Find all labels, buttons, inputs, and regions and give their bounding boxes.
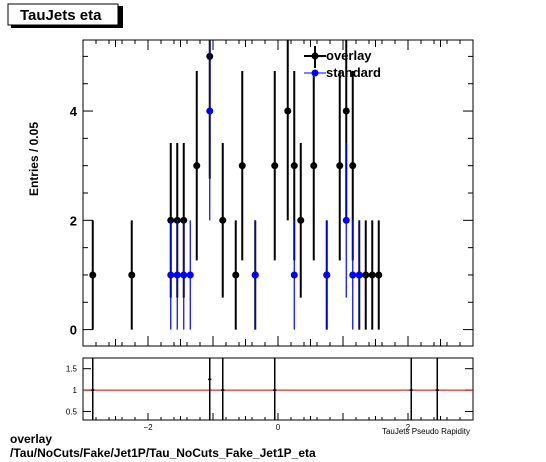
footer-title: overlay <box>10 432 53 446</box>
data-point-overlay <box>89 220 97 330</box>
ratio-x-tick-label: −2 <box>143 423 153 432</box>
data-point-overlay <box>310 71 318 261</box>
data-point-overlay <box>238 71 246 261</box>
data-point-overlay <box>336 71 344 261</box>
data-point-standard <box>180 220 188 330</box>
chart-title: TauJets eta <box>20 7 102 24</box>
ratio-point <box>435 358 439 420</box>
ratio-point <box>208 358 212 420</box>
y-tick-label: 4 <box>70 104 78 119</box>
data-point-overlay <box>375 220 383 330</box>
data-point-standard <box>206 40 214 221</box>
data-point-overlay <box>128 220 136 330</box>
main-data-marks <box>89 40 383 330</box>
ratio-x-tick-label: 2 <box>406 423 411 432</box>
ratio-point <box>273 358 277 420</box>
y-tick-label: 0 <box>70 323 77 338</box>
ratio-y-tick-label: 0.5 <box>66 407 78 416</box>
data-point-standard <box>342 143 350 298</box>
legend-marker-overlay <box>311 52 319 60</box>
data-point-standard <box>167 220 175 330</box>
footer-path: /Tau/NoCuts/Fake/Jet1P/Tau_NoCuts_Fake_J… <box>10 446 316 460</box>
data-point-overlay <box>232 220 240 330</box>
x-axis-label: TauJets Pseudo Rapidity <box>382 427 470 436</box>
data-point-overlay <box>362 220 370 330</box>
title-box: TauJets eta <box>7 3 123 28</box>
data-point-overlay <box>284 40 292 221</box>
legend-label-overlay: overlay <box>326 48 372 63</box>
data-point-overlay <box>219 143 227 298</box>
data-point-overlay <box>271 71 279 261</box>
data-point-standard <box>186 220 194 330</box>
main-plot-frame <box>82 39 474 347</box>
legend: overlay standard <box>304 46 381 80</box>
y-tick-label: 2 <box>70 213 77 228</box>
ratio-axes: −2 0 2 0.5 1 1.5 <box>66 365 474 432</box>
legend-label-standard: standard <box>326 65 381 80</box>
ratio-x-tick-label: 0 <box>276 423 281 432</box>
ratio-point <box>409 358 413 420</box>
ratio-y-tick-label: 1 <box>73 386 78 395</box>
y-axis-label: Entries / 0.05 <box>27 122 41 196</box>
data-point-standard <box>251 220 259 330</box>
data-point-overlay <box>193 71 201 261</box>
data-point-standard <box>290 220 298 330</box>
ratio-point <box>221 358 225 420</box>
legend-marker-standard <box>311 69 319 77</box>
data-point-standard <box>349 220 357 330</box>
ratio-plot-frame <box>82 357 474 421</box>
ratio-data-marks <box>83 358 473 420</box>
data-point-standard <box>323 220 331 330</box>
data-point-standard <box>173 220 181 330</box>
data-point-overlay <box>368 220 376 330</box>
ratio-y-tick-label: 1.5 <box>66 365 78 374</box>
data-point-overlay <box>297 143 305 298</box>
ratio-point <box>91 358 95 420</box>
data-point-standard <box>355 220 363 330</box>
main-axes: 0 2 4 <box>70 40 474 346</box>
